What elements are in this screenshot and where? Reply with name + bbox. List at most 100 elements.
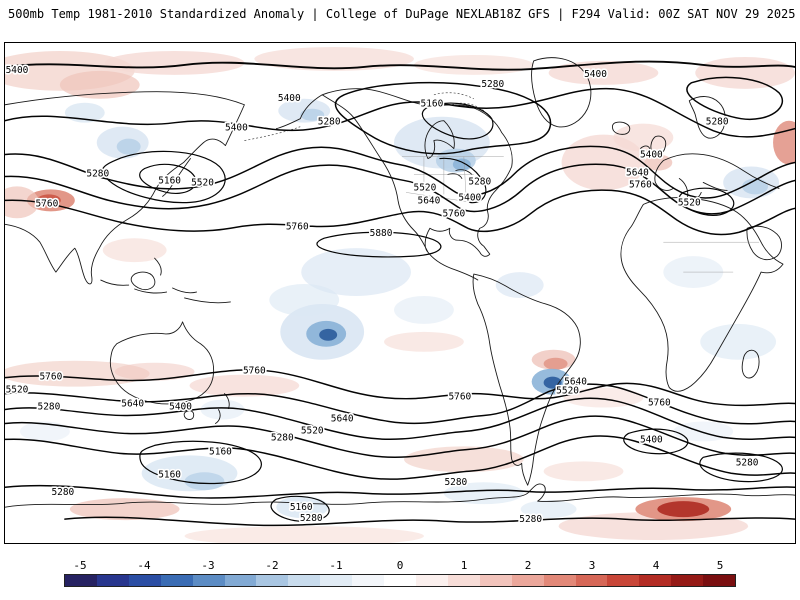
colorbar-tick-label: -5	[73, 559, 87, 572]
contour-5640-south	[5, 383, 795, 425]
coastlines-layer	[5, 57, 795, 508]
contour-label: 5640	[626, 167, 649, 178]
contour-label: 5160	[290, 502, 313, 513]
colorbar-tick-label: 2	[524, 559, 532, 572]
coastline-japan	[162, 158, 191, 197]
contour-5280-europe-loop	[686, 76, 784, 121]
contour-5280-antarctic1	[5, 484, 795, 499]
coastline-australia	[109, 321, 215, 420]
colorbar-segment	[575, 575, 608, 586]
contour-5640-north	[5, 163, 795, 215]
contour-label: 5280	[271, 432, 294, 443]
coastline-antarctica	[5, 483, 795, 508]
chart-title: 500mb Temp 1981-2010 Standardized Anomal…	[8, 7, 500, 21]
colorbar-segment	[352, 575, 385, 586]
model-run-info: 18Z GFS | F294 Valid: 00Z SAT NOV 29 202…	[499, 7, 796, 21]
contour-5160-south-loop2	[270, 495, 330, 523]
contour-label: 5160	[158, 175, 181, 186]
colorbar-segment	[479, 575, 512, 586]
colorbar-segment	[384, 575, 416, 586]
contour-5160-south-loop1	[139, 440, 262, 485]
contour-east-na-trough	[439, 157, 487, 204]
coastline-south-america	[472, 273, 581, 486]
contour-label: 5640	[564, 377, 587, 388]
colorbar-tick-label: 1	[460, 559, 468, 572]
colorbar-segment	[96, 575, 129, 586]
colorbar-segment	[607, 575, 640, 586]
colorbar-segment	[128, 575, 161, 586]
anomaly-shading-layer	[5, 46, 795, 543]
contour-label: 5400	[640, 434, 663, 445]
colorbar-gradient	[64, 574, 736, 587]
contour-5280-canada-loop	[335, 81, 552, 155]
colorbar-tick-label: -2	[265, 559, 279, 572]
colorbar-segment	[671, 575, 704, 586]
contour-5400-south	[5, 415, 795, 458]
borders-layer	[401, 156, 760, 273]
colorbar-tick-label: 3	[588, 559, 596, 572]
colorbar-segment	[703, 575, 736, 586]
contour-label: 5280	[86, 168, 109, 179]
colorbar-segment	[447, 575, 480, 586]
contour-label: 5280	[51, 487, 74, 498]
colorbar-tick-label: 4	[652, 559, 660, 572]
contour-5280-sindian-loop	[699, 452, 783, 483]
contour-5160-canada-loop	[421, 102, 494, 140]
contour-label: 5280	[706, 117, 729, 128]
colorbar: -5 -4 -3 -2 -1 0 1 2 3 4 5	[64, 559, 736, 587]
contour-label: 5160	[209, 446, 232, 457]
contour-5400-north	[5, 87, 795, 138]
contour-5760-south	[5, 369, 795, 407]
contour-label: 5400	[458, 192, 481, 203]
contour-label: 5280	[468, 176, 491, 187]
colorbar-tick-label: 5	[716, 559, 724, 572]
coastline-se-asia-islands	[100, 257, 231, 304]
colorbar-segment	[160, 575, 193, 586]
contour-label: 5400	[225, 123, 248, 134]
contour-label: 5280	[481, 79, 504, 90]
contour-label: 5760	[243, 366, 266, 377]
colorbar-segment	[639, 575, 672, 586]
contour-label: 5520	[678, 197, 701, 208]
contour-5400-satlantic-loop	[623, 428, 689, 455]
contour-label: 5400	[169, 402, 192, 413]
contour-5520-south	[5, 397, 795, 440]
coastline-africa	[620, 197, 784, 392]
contour-label: 5520	[556, 386, 579, 397]
height-contours-layer	[5, 60, 795, 527]
contour-label: 5760	[648, 398, 671, 409]
colorbar-tick-label: 0	[396, 559, 404, 572]
contour-label: 5400	[640, 150, 663, 161]
contour-5280-asia-loop	[101, 150, 226, 204]
coastline-europe	[639, 96, 780, 200]
contour-label: 5880	[370, 228, 393, 239]
header: 500mb Temp 1981-2010 Standardized Anomal…	[8, 7, 796, 21]
colorbar-segment	[192, 575, 225, 586]
contour-5880-pacific-cell	[316, 231, 442, 258]
contour-label: 5640	[331, 413, 354, 424]
contour-labels-layer: 5400 5400 5280 5400 5160 5280 5400 5280 5280 5160…	[5, 63, 760, 526]
contour-label: 5280	[318, 117, 341, 128]
contour-label: 5640	[418, 195, 441, 206]
contour-5280-antarctic2	[64, 516, 795, 527]
colorbar-segment	[224, 575, 257, 586]
contour-label: 5160	[421, 99, 444, 110]
contour-label: 5760	[39, 372, 62, 383]
colorbar-tick-label: -4	[137, 559, 151, 572]
colorbar-tick-label: -1	[329, 559, 343, 572]
contour-5280-south	[5, 435, 795, 480]
contour-label: 5400	[6, 65, 29, 76]
coastline-arctic-islands	[244, 92, 484, 141]
contour-label: 5280	[37, 402, 60, 413]
contour-label: 5280	[736, 457, 759, 468]
contour-label: 5520	[6, 385, 29, 396]
colorbar-ticks: -5 -4 -3 -2 -1 0 1 2 3 4 5	[64, 559, 736, 574]
coastline-eurasia	[5, 91, 245, 285]
contour-label: 5760	[286, 221, 309, 232]
contour-label: 5520	[191, 177, 214, 188]
map-frame: 5400 5400 5280 5400 5160 5280 5400 5280 5280 5160…	[4, 42, 796, 544]
contour-label: 5760	[36, 198, 59, 209]
colorbar-tick-label: -3	[201, 559, 215, 572]
contour-label: 5640	[121, 399, 144, 410]
contour-5520-north	[5, 145, 795, 199]
